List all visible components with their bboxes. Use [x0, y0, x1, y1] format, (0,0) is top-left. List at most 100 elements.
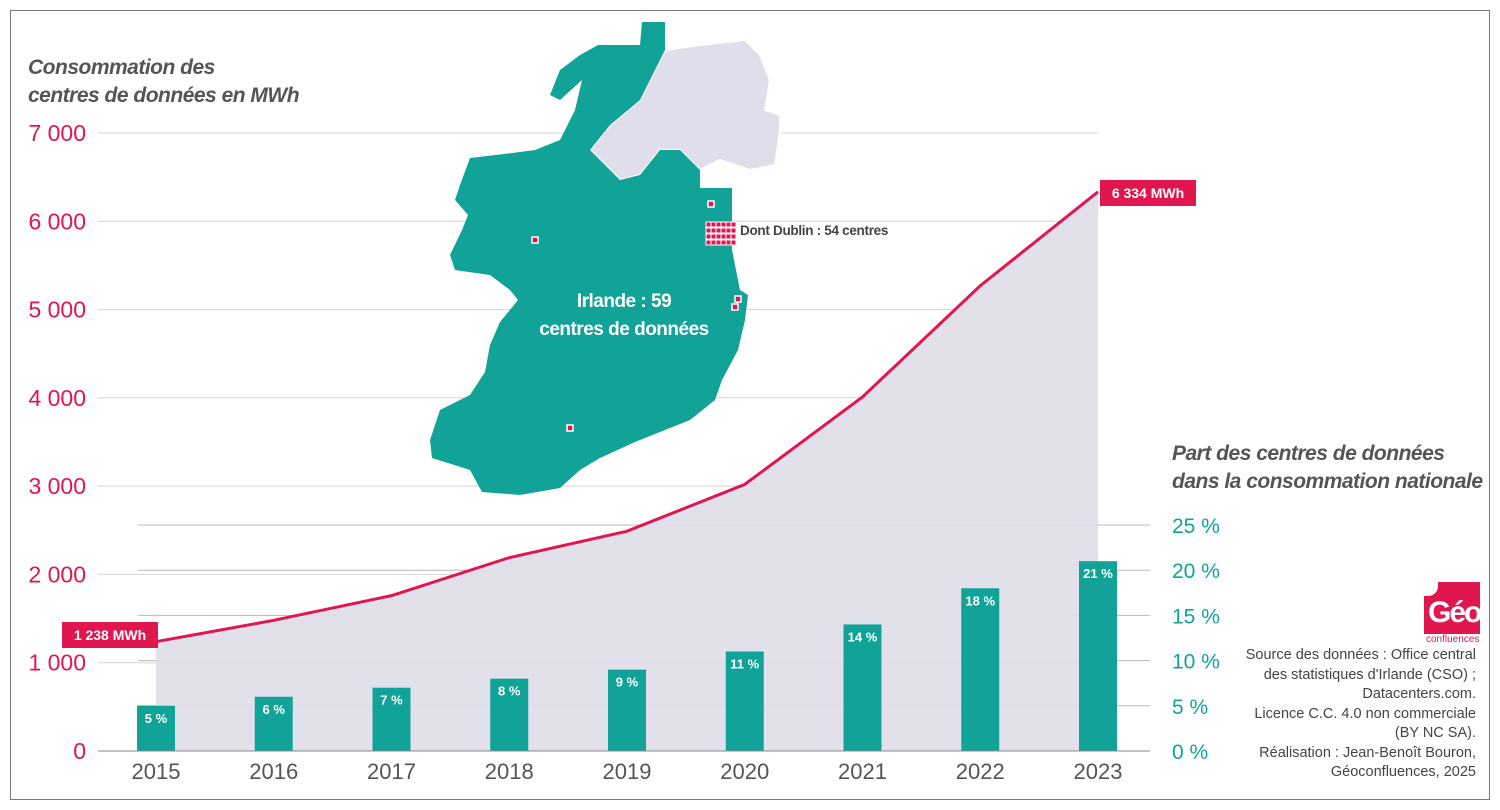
right-tick-label: 10 % [1172, 651, 1220, 674]
share-bar [961, 588, 1000, 751]
dublin-centre-marker [710, 233, 717, 240]
bar-value-label: 21 % [1083, 566, 1113, 581]
right-tick-label: 20 % [1172, 560, 1220, 583]
share-bar [490, 678, 529, 751]
dublin-centre-marker [720, 233, 727, 240]
dublin-centre-marker [725, 233, 732, 240]
right-axis-title-line: dans la consommation nationale [1172, 470, 1483, 493]
x-tick-label: 2019 [603, 759, 652, 784]
dublin-centre-marker [730, 221, 737, 228]
dublin-centre-marker [715, 233, 722, 240]
dublin-centre-marker [705, 239, 712, 246]
dublin-centre-marker [705, 233, 712, 240]
left-tick-label: 5 000 [28, 297, 86, 323]
left-tick-label: 7 000 [28, 120, 86, 146]
left-tick-label: 1 000 [28, 650, 86, 676]
end-value-badge-text: 6 334 MWh [1112, 185, 1184, 201]
dublin-centre-marker [710, 227, 717, 234]
dublin-centre-marker [715, 227, 722, 234]
left-axis-title-line: Consommation des [28, 56, 215, 79]
start-value-badge: 1 238 MWh [62, 622, 158, 648]
share-bar [137, 705, 175, 751]
dublin-centre-marker [720, 227, 727, 234]
source-line: Datacenters.com. [1362, 686, 1476, 702]
dublin-centre-marker [705, 227, 712, 234]
share-bar [608, 669, 646, 751]
left-tick-label: 0 [73, 738, 86, 764]
dublin-centre-marker [710, 239, 717, 246]
right-tick-label: 5 % [1172, 696, 1208, 719]
x-tick-label: 2020 [720, 759, 769, 784]
data-centre-marker [734, 295, 742, 303]
consumption-area [156, 191, 1098, 751]
bar-value-label: 8 % [498, 684, 521, 699]
start-value-badge-bg [62, 622, 158, 648]
right-tick-label: 15 % [1172, 605, 1220, 628]
geoconfluences-logo: Géo [1424, 582, 1482, 634]
end-value-badge-bg [1100, 180, 1196, 206]
x-tick-label: 2021 [838, 759, 887, 784]
bar-value-label: 7 % [380, 693, 403, 708]
map-label: Irlande : 59 centres de données [512, 288, 736, 344]
dublin-centre-marker [720, 239, 727, 246]
right-axis-title-line: Part des centres de données [1172, 442, 1445, 465]
start-value-badge-text: 1 238 MWh [74, 627, 146, 643]
data-centre-marker [531, 236, 539, 244]
bar-value-label: 5 % [145, 711, 168, 726]
chart-frame [10, 10, 1490, 800]
dublin-centre-marker [730, 233, 737, 240]
bar-value-label: 18 % [965, 593, 995, 608]
source-line: Licence C.C. 4.0 non commerciale [1254, 705, 1476, 722]
x-tick-label: 2015 [132, 759, 181, 784]
left-tick-label: 4 000 [28, 385, 86, 411]
consumption-line [155, 190, 1099, 644]
source-notes: Source des données : Office central des … [1246, 646, 1476, 783]
end-value-badge: 6 334 MWh [1100, 180, 1196, 206]
data-centre-marker [731, 303, 739, 311]
dublin-centre-marker [705, 221, 712, 228]
data-centre-marker [707, 200, 715, 208]
x-tick-label: 2018 [485, 759, 534, 784]
right-axis-title: Part des centres de données dans la cons… [1172, 440, 1483, 496]
dublin-centre-marker [730, 239, 737, 246]
share-bar [725, 651, 764, 751]
x-tick-label: 2023 [1074, 759, 1123, 784]
bar-value-label: 6 % [263, 702, 286, 717]
bar-value-label: 11 % [730, 657, 759, 672]
map-label-line: centres de données [539, 319, 709, 340]
source-line: Source des données : Office central [1245, 647, 1476, 663]
share-bar [843, 624, 882, 751]
data-centre-marker [566, 424, 574, 432]
dublin-centre-marker [725, 239, 732, 246]
dublin-centre-marker [725, 227, 732, 234]
logo-subtext: confluences [1426, 634, 1480, 645]
logo-text: Géo [1428, 596, 1482, 629]
x-tick-label: 2022 [956, 759, 1005, 784]
source-line: Géoconfluences, 2025 [1330, 764, 1476, 780]
dublin-centre-marker [725, 221, 732, 228]
left-tick-label: 3 000 [28, 473, 86, 499]
dublin-centre-marker [720, 221, 727, 228]
bar-value-label: 14 % [848, 629, 878, 644]
ireland-shape [430, 22, 748, 495]
left-tick-label: 6 000 [28, 208, 86, 234]
source-line: des statistiques d'Irlande (CSO) ; [1263, 666, 1476, 683]
share-bar [254, 696, 293, 751]
source-line: Réalisation : Jean-Benoît Bouron, [1259, 744, 1476, 761]
left-axis-title: Consommation des centres de données en M… [28, 54, 300, 110]
dublin-label: Dont Dublin : 54 centres [740, 223, 889, 238]
dublin-centre-marker [715, 239, 722, 246]
right-tick-label: 25 % [1172, 515, 1220, 538]
dublin-centre-marker [730, 227, 737, 234]
source-line: (BY NC SA). [1394, 725, 1476, 741]
dublin-centre-marker [715, 221, 722, 228]
share-bar [1079, 561, 1117, 751]
x-tick-label: 2017 [367, 759, 416, 784]
left-tick-label: 2 000 [28, 561, 86, 587]
map-label-line: Irlande : 59 [576, 291, 672, 312]
left-axis-title-line: centres de données en MWh [28, 84, 300, 107]
dublin-centre-marker [710, 221, 717, 228]
bar-value-label: 9 % [616, 675, 639, 690]
right-tick-label: 0 % [1172, 741, 1208, 764]
